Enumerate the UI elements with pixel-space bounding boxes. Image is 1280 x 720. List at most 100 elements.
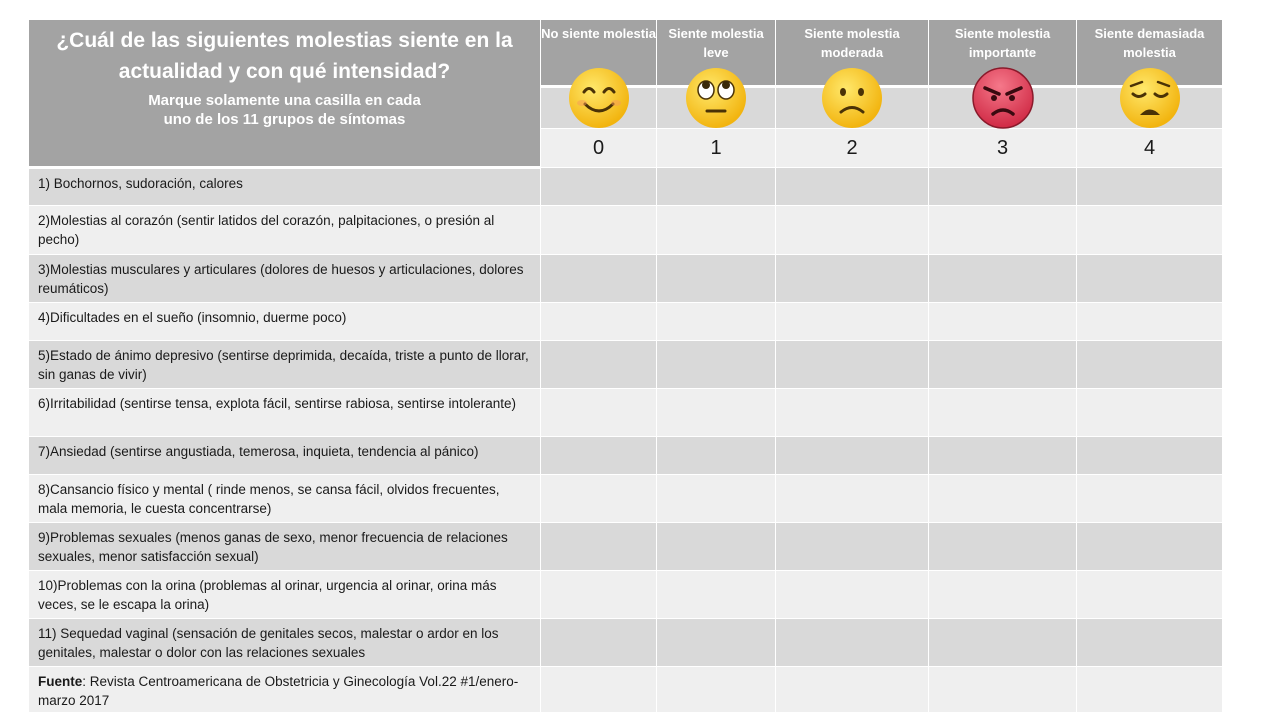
symptom-label: 1) Bochornos, sudoración, calores bbox=[28, 167, 541, 206]
emoji-cell-1 bbox=[656, 68, 776, 129]
checkbox-cell[interactable] bbox=[1076, 167, 1223, 206]
source-text: : Revista Centroamericana de Obstetricia… bbox=[38, 674, 519, 708]
checkbox-cell[interactable] bbox=[540, 570, 657, 619]
angry-face-icon bbox=[971, 67, 1034, 129]
checkbox-cell[interactable] bbox=[656, 205, 776, 255]
smiling-face-icon bbox=[568, 68, 629, 128]
checkbox-cell[interactable] bbox=[775, 522, 929, 571]
checkbox-cell[interactable] bbox=[928, 340, 1077, 389]
checkbox-cell[interactable] bbox=[1076, 388, 1223, 437]
symptom-label: 11) Sequedad vaginal (sensación de genit… bbox=[28, 618, 541, 667]
checkbox-cell[interactable] bbox=[928, 302, 1077, 341]
checkbox-cell[interactable] bbox=[775, 388, 929, 437]
checkbox-cell[interactable] bbox=[540, 474, 657, 523]
checkbox-cell[interactable] bbox=[540, 302, 657, 341]
question-header: ¿Cuál de las siguientes molestias siente… bbox=[28, 19, 541, 169]
source-row: Fuente: Revista Centroamericana de Obste… bbox=[28, 666, 1223, 713]
table-row: 8)Cansancio físico y mental ( rinde meno… bbox=[28, 474, 1223, 523]
table-row: 10)Problemas con la orina (problemas al … bbox=[28, 570, 1223, 619]
scale-value-4: 4 bbox=[1076, 128, 1223, 168]
checkbox-cell[interactable] bbox=[656, 522, 776, 571]
checkbox-cell[interactable] bbox=[656, 340, 776, 389]
checkbox-cell[interactable] bbox=[540, 254, 657, 303]
checkbox-cell[interactable] bbox=[656, 618, 776, 667]
table-row: 11) Sequedad vaginal (sensación de genit… bbox=[28, 618, 1223, 667]
checkbox-cell[interactable] bbox=[1076, 254, 1223, 303]
scale-value-1: 1 bbox=[656, 128, 776, 168]
symptom-label: 8)Cansancio físico y mental ( rinde meno… bbox=[28, 474, 541, 523]
checkbox-cell[interactable] bbox=[656, 474, 776, 523]
checkbox-cell[interactable] bbox=[540, 522, 657, 571]
checkbox-cell[interactable] bbox=[656, 302, 776, 341]
checkbox-cell[interactable] bbox=[1076, 522, 1223, 571]
checkbox-cell[interactable] bbox=[540, 205, 657, 255]
checkbox-cell[interactable] bbox=[656, 436, 776, 475]
table-row: 2)Molestias al corazón (sentir latidos d… bbox=[28, 205, 1223, 255]
empty-cell bbox=[928, 666, 1077, 713]
checkbox-cell[interactable] bbox=[775, 570, 929, 619]
checkbox-cell[interactable] bbox=[1076, 340, 1223, 389]
checkbox-cell[interactable] bbox=[1076, 302, 1223, 341]
disappointed-face-icon bbox=[1119, 68, 1180, 128]
table-row: 6)Irritabilidad (sentirse tensa, explota… bbox=[28, 388, 1223, 437]
symptom-label: 6)Irritabilidad (sentirse tensa, explota… bbox=[28, 388, 541, 437]
checkbox-cell[interactable] bbox=[540, 618, 657, 667]
checkbox-cell[interactable] bbox=[928, 474, 1077, 523]
checkbox-cell[interactable] bbox=[656, 388, 776, 437]
checkbox-cell[interactable] bbox=[540, 167, 657, 206]
symptom-label: 4)Dificultades en el sueño (insomnio, du… bbox=[28, 302, 541, 341]
checkbox-cell[interactable] bbox=[928, 570, 1077, 619]
checkbox-cell[interactable] bbox=[775, 340, 929, 389]
checkbox-cell[interactable] bbox=[656, 254, 776, 303]
scale-value-0: 0 bbox=[540, 128, 657, 168]
checkbox-cell[interactable] bbox=[1076, 436, 1223, 475]
symptom-label: 3)Molestias musculares y articulares (do… bbox=[28, 254, 541, 303]
checkbox-cell[interactable] bbox=[775, 205, 929, 255]
checkbox-cell[interactable] bbox=[656, 570, 776, 619]
checkbox-cell[interactable] bbox=[928, 254, 1077, 303]
symptom-label: 9)Problemas sexuales (menos ganas de sex… bbox=[28, 522, 541, 571]
emoji-cell-0 bbox=[540, 68, 657, 129]
frowning-face-icon bbox=[822, 68, 882, 128]
table-row: 4)Dificultades en el sueño (insomnio, du… bbox=[28, 302, 1223, 341]
scale-value-2: 2 bbox=[775, 128, 929, 168]
checkbox-cell[interactable] bbox=[1076, 618, 1223, 667]
checkbox-cell[interactable] bbox=[775, 302, 929, 341]
table-row: 5)Estado de ánimo depresivo (sentirse de… bbox=[28, 340, 1223, 389]
checkbox-cell[interactable] bbox=[928, 618, 1077, 667]
checkbox-cell[interactable] bbox=[540, 436, 657, 475]
checkbox-cell[interactable] bbox=[1076, 570, 1223, 619]
empty-cell bbox=[540, 666, 657, 713]
symptom-label: 2)Molestias al corazón (sentir latidos d… bbox=[28, 205, 541, 255]
table-row: 7)Ansiedad (sentirse angustiada, temeros… bbox=[28, 436, 1223, 475]
checkbox-cell[interactable] bbox=[656, 167, 776, 206]
emoji-cell-3 bbox=[928, 67, 1077, 129]
instruction-text: Marque solamente una casilla en cada uno… bbox=[29, 91, 540, 129]
empty-cell bbox=[656, 666, 776, 713]
empty-cell bbox=[1076, 666, 1223, 713]
checkbox-cell[interactable] bbox=[540, 388, 657, 437]
checkbox-cell[interactable] bbox=[928, 205, 1077, 255]
checkbox-cell[interactable] bbox=[928, 522, 1077, 571]
checkbox-cell[interactable] bbox=[540, 340, 657, 389]
checkbox-cell[interactable] bbox=[775, 618, 929, 667]
table-row: 9)Problemas sexuales (menos ganas de sex… bbox=[28, 522, 1223, 571]
source-citation: Fuente: Revista Centroamericana de Obste… bbox=[28, 666, 541, 713]
instruction-line-1: Marque solamente una casilla en cada bbox=[148, 92, 421, 109]
symptom-label: 7)Ansiedad (sentirse angustiada, temeros… bbox=[28, 436, 541, 475]
empty-cell bbox=[775, 666, 929, 713]
checkbox-cell[interactable] bbox=[928, 436, 1077, 475]
checkbox-cell[interactable] bbox=[775, 474, 929, 523]
checkbox-cell[interactable] bbox=[1076, 474, 1223, 523]
question-title: ¿Cuál de las siguientes molestias siente… bbox=[56, 29, 513, 83]
emoji-cell-2 bbox=[775, 68, 929, 129]
table-row: 3)Molestias musculares y articulares (do… bbox=[28, 254, 1223, 303]
checkbox-cell[interactable] bbox=[775, 436, 929, 475]
checkbox-cell[interactable] bbox=[928, 167, 1077, 206]
checkbox-cell[interactable] bbox=[775, 167, 929, 206]
checkbox-cell[interactable] bbox=[1076, 205, 1223, 255]
checkbox-cell[interactable] bbox=[775, 254, 929, 303]
instruction-line-2: uno de los 11 grupos de síntomas bbox=[163, 111, 406, 128]
checkbox-cell[interactable] bbox=[928, 388, 1077, 437]
source-label: Fuente bbox=[38, 674, 83, 689]
